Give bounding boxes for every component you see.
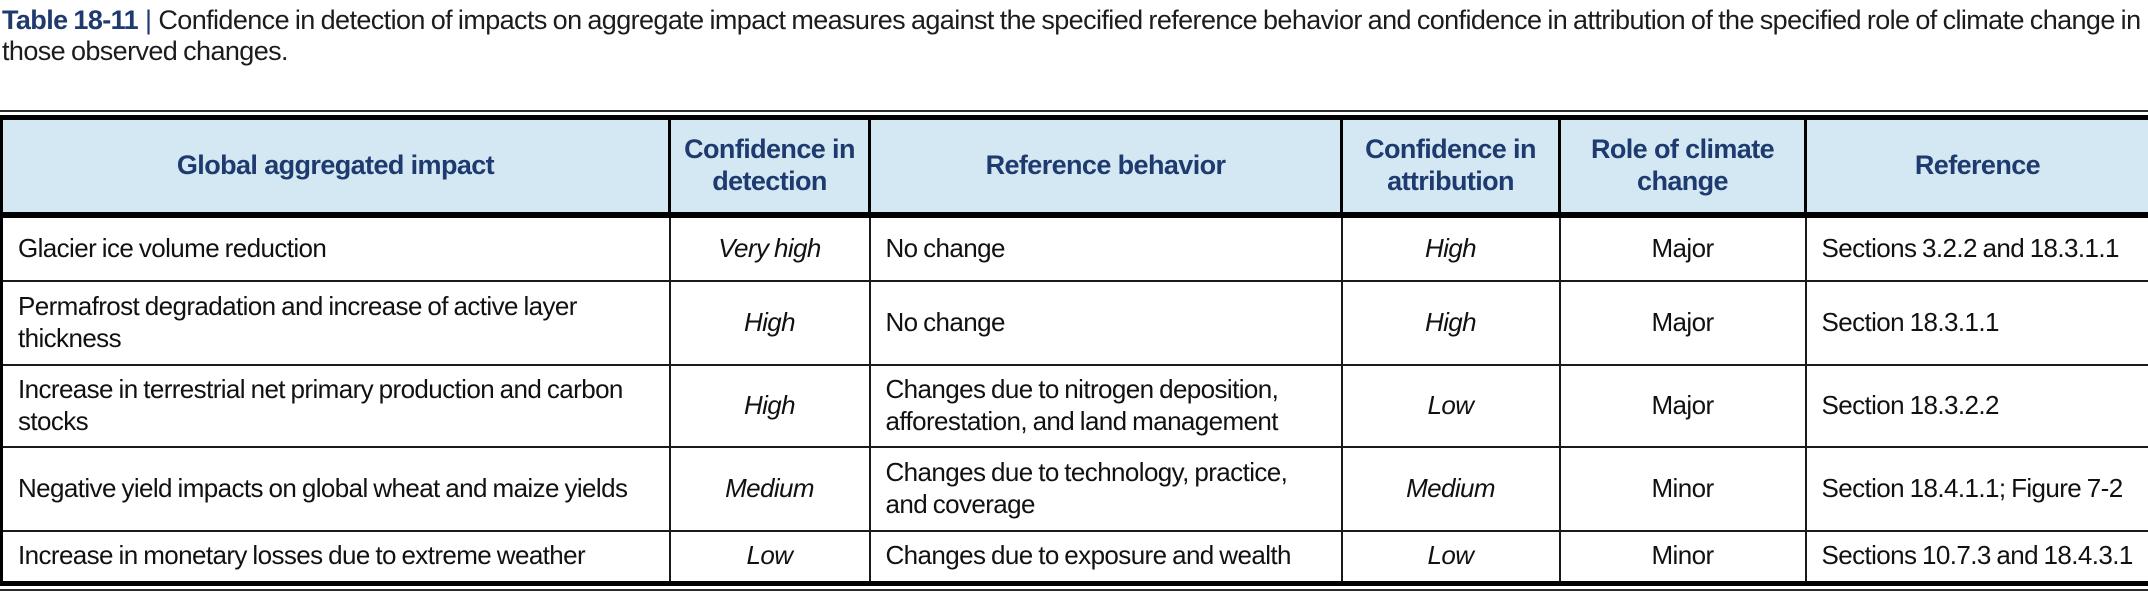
table-number: Table 18-11 <box>2 5 139 35</box>
cell-impact: Increase in monetary losses due to extre… <box>1 530 670 583</box>
col-header-role-of-climate-change: Role of climate change <box>1558 117 1806 218</box>
table-top-rule <box>0 110 2148 112</box>
col-header-reference: Reference <box>1804 117 2148 218</box>
cell-impact: Negative yield impacts on global wheat a… <box>1 446 670 531</box>
cell-reference-behavior: No change <box>868 215 1342 281</box>
cell-role-of-climate-change: Major <box>1558 364 1806 447</box>
cell-impact: Glacier ice volume reduction <box>18 233 327 264</box>
cell-confidence-attribution: High <box>1340 215 1560 281</box>
cell-role-of-climate-change: Minor <box>1558 446 1806 531</box>
col-header-confidence-in-attribution: Confidence in attribution <box>1340 117 1560 218</box>
col-header-confidence-in-detection: Confidence in detection <box>668 117 870 218</box>
cell-reference-behavior: Changes due to nitrogen deposition, affo… <box>868 364 1342 447</box>
table-bottom-rule <box>0 588 2148 591</box>
cell-reference-behavior: Changes due to exposure and wealth <box>868 530 1342 583</box>
table-caption: Table 18-11 | Confidence in detection of i… <box>2 5 2144 66</box>
cell-confidence-detection: High <box>668 280 870 365</box>
cell-role-of-climate-change: Major <box>1558 215 1806 281</box>
cell-confidence-attribution: High <box>1340 280 1560 365</box>
caption-text: Confidence in detection of impacts on ag… <box>2 5 2141 66</box>
table-row: Glacier ice volume reduction Very high N… <box>2 215 2148 281</box>
cell-reference: Sections 3.2.2 and 18.3.1.1 <box>1804 215 2148 281</box>
cell-impact: Increase in terrestrial net primary prod… <box>1 364 670 447</box>
cell-confidence-detection: Medium <box>668 446 870 531</box>
impacts-table: Global aggregated impact Confidence in d… <box>0 115 2148 586</box>
cell-reference: Sections 10.7.3 and 18.4.3.1 <box>1804 530 2148 583</box>
table-row: Increase in terrestrial net primary prod… <box>1 364 2148 447</box>
cell-confidence-detection: High <box>668 364 870 447</box>
cell-confidence-attribution: Low <box>1340 530 1560 583</box>
cell-reference-behavior: Changes due to technology, practice, and… <box>868 446 1342 531</box>
col-header-global-aggregated-impact: Global aggregated impact <box>1 117 670 218</box>
table-row: Negative yield impacts on global wheat a… <box>1 446 2148 531</box>
caption-separator: | <box>144 5 152 35</box>
cell-impact: Permafrost degradation and increase of a… <box>1 280 670 365</box>
header-row: Global aggregated impact Confidence in d… <box>1 117 2148 218</box>
cell-reference: Section 18.3.1.1 <box>1804 280 2148 365</box>
table-row: Permafrost degradation and increase of a… <box>1 280 2148 365</box>
cell-confidence-attribution: Medium <box>1340 446 1560 531</box>
cell-role-of-climate-change: Minor <box>1558 530 1806 583</box>
table-row: Increase in monetary losses due to extre… <box>1 530 2148 583</box>
cell-confidence-detection: Very high <box>668 215 870 281</box>
cell-confidence-detection: Low <box>668 530 870 583</box>
col-header-reference-behavior: Reference behavior <box>868 117 1342 218</box>
cell-confidence-attribution: Low <box>1340 364 1560 447</box>
cell-role-of-climate-change: Major <box>1558 280 1806 365</box>
cell-reference: Section 18.3.2.2 <box>1804 364 2148 447</box>
cell-reference: Section 18.4.1.1; Figure 7-2 <box>1804 446 2148 531</box>
cell-reference-behavior: No change <box>868 280 1342 365</box>
